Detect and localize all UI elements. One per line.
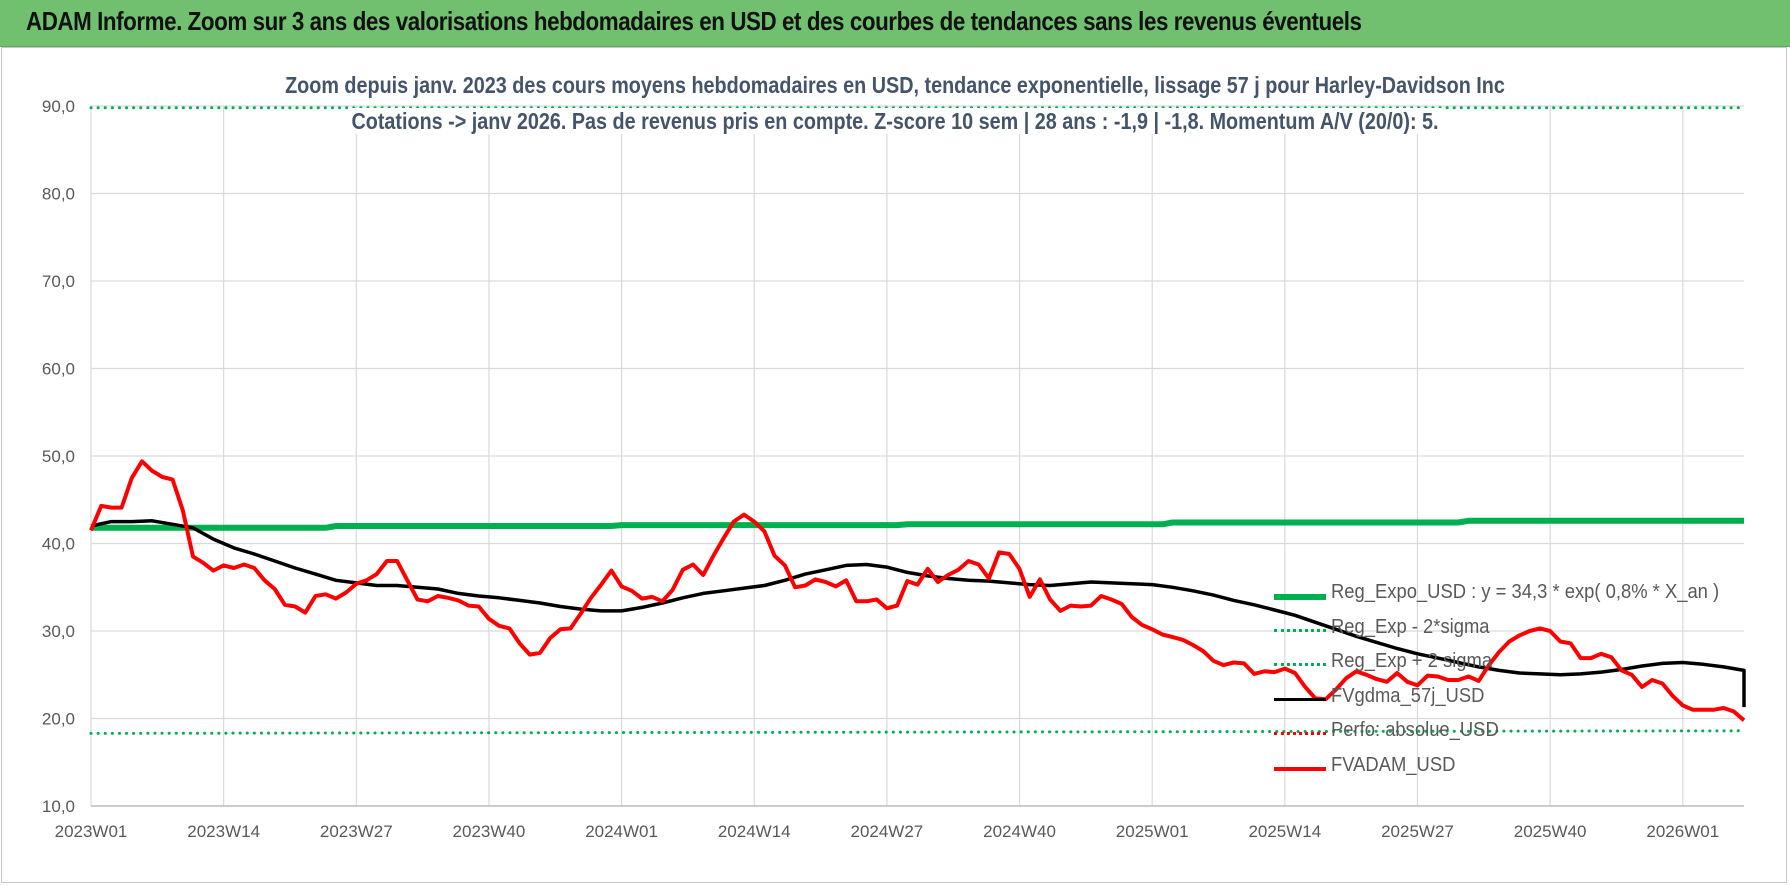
x-tick-label: 2024W27 (850, 822, 923, 841)
x-tick-label: 2023W40 (453, 822, 526, 841)
y-tick-label: 10,0 (42, 797, 75, 816)
x-tick-label: 2026W01 (1646, 822, 1719, 841)
chart-frame (1, 47, 1787, 883)
y-tick-label: 90,0 (42, 97, 75, 116)
report-banner: ADAM Informe. Zoom sur 3 ans des valoris… (0, 0, 1790, 47)
legend-swatch (1274, 732, 1326, 736)
legend-swatch (1274, 697, 1326, 701)
chart-subtitle: Cotations -> janv 2026. Pas de revenus p… (125, 108, 1664, 135)
x-tick-label: 2023W14 (187, 822, 260, 841)
y-tick-label: 40,0 (42, 535, 75, 554)
x-tick-label: 2025W01 (1116, 822, 1189, 841)
legend-label: FVADAM_USD (1331, 753, 1456, 776)
chart-title: Zoom depuis janv. 2023 des cours moyens … (125, 72, 1664, 99)
legend-label: Perfo: absolue_USD (1331, 719, 1499, 742)
legend-swatch (1274, 663, 1326, 667)
y-tick-label: 50,0 (42, 447, 75, 466)
reg-expo-line (91, 517, 1744, 531)
reg-minus-2sigma-line (89, 729, 1746, 735)
legend-label: Reg_Expo_USD : y = 34,3 * exp( 0,8% * X_… (1331, 581, 1720, 603)
y-tick-label: 60,0 (42, 360, 75, 379)
x-tick-label: 2025W40 (1514, 822, 1587, 841)
legend-label: FVgdma_57j_USD (1331, 684, 1485, 707)
legend-swatch (1274, 628, 1326, 632)
x-tick-label: 2025W27 (1381, 822, 1454, 841)
y-tick-label: 80,0 (42, 185, 75, 204)
legend-swatch (1274, 766, 1326, 771)
report-title: ADAM Informe. Zoom sur 3 ans des valoris… (26, 6, 1362, 36)
legend-label: Reg_Exp - 2*sigma (1331, 615, 1490, 638)
y-tick-label: 70,0 (42, 272, 75, 291)
fvadam-line (89, 459, 1746, 722)
fvgdma-57j-line (90, 519, 1746, 708)
y-tick-label: 30,0 (42, 622, 75, 641)
x-tick-label: 2023W01 (55, 822, 128, 841)
x-tick-label: 2025W14 (1248, 822, 1321, 841)
x-tick-label: 2024W14 (718, 822, 791, 841)
legend-swatch (1274, 594, 1326, 600)
x-tick-label: 2023W27 (320, 822, 393, 841)
x-tick-label: 2024W01 (585, 822, 658, 841)
y-tick-label: 20,0 (42, 710, 75, 729)
legend-label: Reg_Exp + 2 sigma (1331, 650, 1493, 673)
x-tick-label: 2024W40 (983, 822, 1056, 841)
